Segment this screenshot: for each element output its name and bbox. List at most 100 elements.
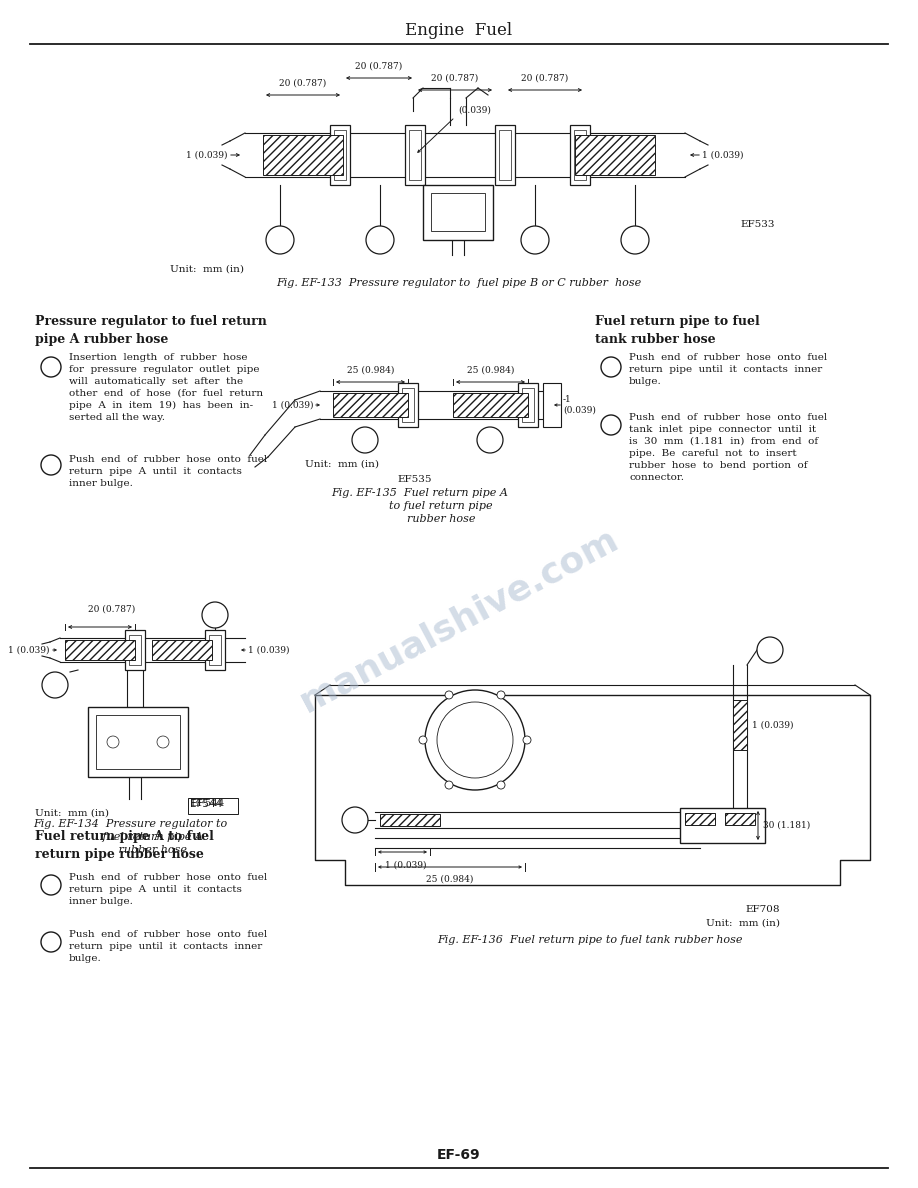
Text: EF544: EF544: [190, 800, 225, 808]
Text: 25: 25: [605, 421, 617, 430]
Text: to fuel return pipe: to fuel return pipe: [347, 501, 493, 511]
Circle shape: [425, 690, 525, 790]
Text: (0.039): (0.039): [458, 106, 491, 114]
Text: -1
(0.039): -1 (0.039): [563, 396, 596, 415]
Bar: [453, 393, 528, 417]
Bar: [96, 715, 180, 769]
Text: EF535: EF535: [397, 475, 432, 484]
Text: *: *: [608, 364, 612, 372]
Text: rubber hose: rubber hose: [73, 845, 187, 855]
Bar: [409, 129, 421, 181]
Circle shape: [497, 691, 505, 699]
Circle shape: [107, 737, 119, 748]
Circle shape: [437, 702, 513, 778]
Text: Fig. EF-134  Pressure regulator to: Fig. EF-134 Pressure regulator to: [33, 819, 227, 829]
Circle shape: [366, 226, 394, 254]
Circle shape: [621, 226, 649, 254]
Circle shape: [266, 226, 294, 254]
Text: 25 (0.984): 25 (0.984): [467, 366, 514, 375]
Bar: [575, 135, 655, 175]
Bar: [398, 383, 418, 426]
Bar: [543, 383, 561, 426]
Circle shape: [497, 781, 505, 789]
Circle shape: [445, 691, 453, 699]
Circle shape: [157, 737, 169, 748]
Text: 1 (0.039): 1 (0.039): [186, 151, 228, 159]
Text: Engine  Fuel: Engine Fuel: [406, 23, 512, 39]
Bar: [423, 185, 493, 240]
Text: 20 (0.787): 20 (0.787): [431, 74, 478, 83]
Text: 22: 22: [359, 436, 371, 444]
Text: 1 (0.039): 1 (0.039): [752, 720, 793, 729]
Text: 25: 25: [764, 645, 777, 655]
Text: *: *: [48, 462, 52, 470]
Circle shape: [601, 358, 621, 377]
Circle shape: [757, 637, 783, 663]
Text: Push  end  of  rubber  hose  onto  fuel
tank  inlet  pipe  connector  until  it
: Push end of rubber hose onto fuel tank i…: [629, 413, 827, 481]
Bar: [380, 814, 440, 826]
Bar: [522, 388, 534, 422]
Bar: [725, 813, 755, 824]
Bar: [574, 129, 586, 181]
Text: tank rubber hose: tank rubber hose: [595, 333, 716, 346]
Text: 20: 20: [208, 611, 221, 619]
Bar: [88, 707, 188, 777]
Text: *: *: [48, 939, 52, 947]
Bar: [575, 135, 655, 175]
Bar: [733, 700, 747, 750]
Text: Push  end  of  rubber  hose  onto  fuel
return  pipe  A  until  it  contacts
inn: Push end of rubber hose onto fuel return…: [69, 873, 267, 906]
Circle shape: [342, 807, 368, 833]
Bar: [125, 630, 145, 670]
Bar: [518, 383, 538, 426]
Bar: [453, 393, 528, 417]
Text: Unit:  mm (in): Unit: mm (in): [35, 809, 109, 819]
Circle shape: [523, 737, 531, 744]
Text: 20 (0.787): 20 (0.787): [355, 62, 403, 71]
Text: 1 (0.039): 1 (0.039): [385, 861, 427, 870]
Bar: [330, 125, 350, 185]
Bar: [334, 129, 346, 181]
Text: 1 (0.039): 1 (0.039): [248, 645, 289, 655]
Text: Unit:  mm (in): Unit: mm (in): [170, 265, 244, 274]
Circle shape: [601, 415, 621, 435]
Text: Unit:  mm (in): Unit: mm (in): [706, 920, 780, 928]
Text: Fuel return pipe A to fuel: Fuel return pipe A to fuel: [35, 830, 214, 843]
Text: Fuel return pipe to fuel: Fuel return pipe to fuel: [595, 315, 760, 328]
Text: Push  end  of  rubber  hose  onto  fuel
return  pipe  until  it  contacts  inner: Push end of rubber hose onto fuel return…: [629, 353, 827, 386]
Text: Fig. EF-136  Fuel return pipe to fuel tank rubber hose: Fig. EF-136 Fuel return pipe to fuel tan…: [437, 935, 743, 944]
Circle shape: [41, 876, 61, 895]
Bar: [188, 798, 238, 814]
Bar: [431, 192, 485, 230]
Bar: [205, 630, 225, 670]
Bar: [152, 640, 212, 661]
Text: EF533: EF533: [740, 220, 775, 229]
Text: 24: 24: [349, 815, 362, 824]
Text: 25 (0.984): 25 (0.984): [426, 876, 474, 884]
Text: rubber hose: rubber hose: [364, 514, 476, 524]
Text: EF-69: EF-69: [437, 1148, 481, 1162]
Text: 20: 20: [45, 362, 57, 372]
Circle shape: [521, 226, 549, 254]
Bar: [725, 813, 755, 824]
Text: 30 (1.181): 30 (1.181): [763, 821, 811, 830]
Bar: [65, 640, 135, 661]
Text: 19: 19: [529, 235, 542, 245]
Text: return pipe rubber hose: return pipe rubber hose: [35, 848, 204, 861]
Text: 23: 23: [484, 436, 497, 444]
Circle shape: [419, 737, 427, 744]
Bar: [333, 393, 408, 417]
Bar: [405, 125, 425, 185]
Bar: [495, 125, 515, 185]
Text: Insertion  length  of  rubber  hose
for  pressure  regulator  outlet  pipe
will : Insertion length of rubber hose for pres…: [69, 353, 263, 422]
Text: manualshive.com: manualshive.com: [294, 522, 624, 719]
Circle shape: [42, 672, 68, 699]
Circle shape: [41, 933, 61, 952]
Text: Push  end  of  rubber  hose  onto  fuel
return  pipe  until  it  contacts  inner: Push end of rubber hose onto fuel return…: [69, 930, 267, 963]
Text: 19: 19: [374, 235, 386, 245]
Text: 18: 18: [629, 235, 642, 245]
Circle shape: [41, 455, 61, 475]
Circle shape: [41, 358, 61, 377]
Text: 1 (0.039): 1 (0.039): [273, 400, 314, 410]
Text: Fig. EF-133  Pressure regulator to  fuel pipe B or C rubber  hose: Fig. EF-133 Pressure regulator to fuel p…: [276, 278, 642, 287]
Text: 1 (0.039): 1 (0.039): [8, 645, 50, 655]
